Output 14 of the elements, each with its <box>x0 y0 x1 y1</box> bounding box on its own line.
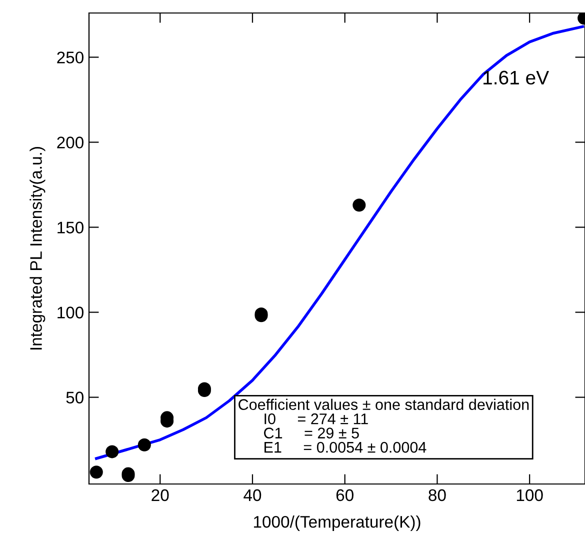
y-tick-label: 100 <box>58 306 84 318</box>
y-tick-label: 200 <box>57 136 84 148</box>
x-tick-label: 80 <box>428 489 446 502</box>
x-tick-label: 100 <box>516 489 543 502</box>
annotation: 1.61 eV <box>484 70 549 85</box>
y-tick-label: 250 <box>57 52 84 64</box>
x-tick-label: 60 <box>336 489 354 502</box>
y-tick-label: 50 <box>66 392 84 404</box>
annotation: Coefficient values ± one standard deviation I0 = 274 ± 11 C1 = 29 ± 5 E1 = 0.0054 ± 0.0004 <box>238 398 529 453</box>
y-tick-label: 150 <box>58 222 84 234</box>
x-axis-title: 1000/(Temperature(K)) <box>254 516 420 532</box>
x-tick-label: 40 <box>244 489 262 502</box>
y-axis-title: Integrated PL Intensity(a.u.) <box>30 147 46 350</box>
x-tick-label: 20 <box>152 489 169 502</box>
